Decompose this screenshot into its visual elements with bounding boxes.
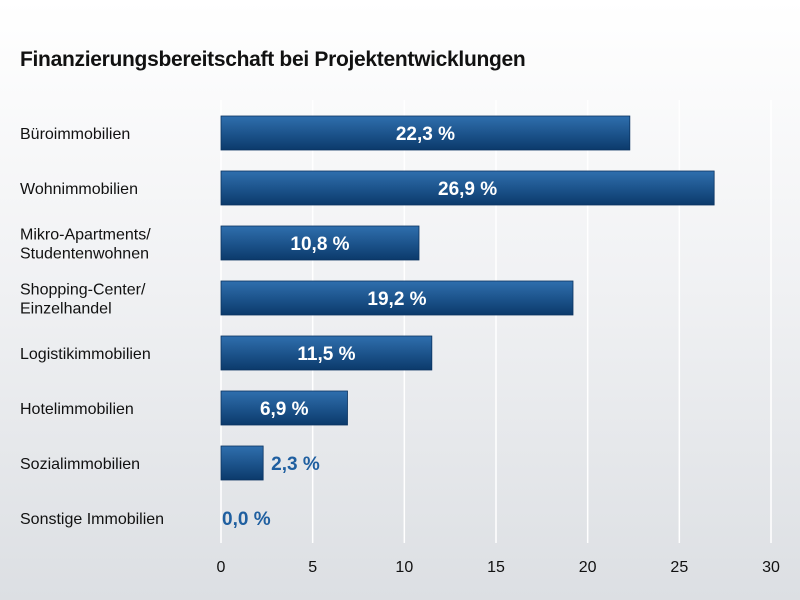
data-label: 0,0 % xyxy=(222,509,271,530)
bar xyxy=(220,280,574,316)
bar xyxy=(220,170,715,206)
data-label: 19,2 % xyxy=(367,289,426,310)
data-label: 22,3 % xyxy=(396,124,455,145)
data-label: 10,8 % xyxy=(290,234,349,255)
chart-title: Finanzierungsbereitschaft bei Projektent… xyxy=(20,48,526,71)
category-label: Wohnimmobilien xyxy=(20,181,138,198)
data-label: 26,9 % xyxy=(438,179,497,200)
x-tick-label: 5 xyxy=(308,559,317,576)
category-label: Sozialimmobilien xyxy=(20,456,140,473)
data-label: 2,3 % xyxy=(271,454,320,475)
category-label: Mikro-Apartments/Studentenwohnen xyxy=(20,227,151,263)
bar xyxy=(220,390,348,426)
data-label: 11,5 % xyxy=(297,344,355,365)
category-label: Büroimmobilien xyxy=(20,126,130,143)
category-label: Shopping-Center/Einzelhandel xyxy=(20,282,146,318)
category-label: Hotelimmobilien xyxy=(20,401,134,418)
data-label: 6,9 % xyxy=(260,399,309,420)
x-tick-label: 15 xyxy=(487,559,505,576)
x-tick-label: 10 xyxy=(395,559,413,576)
x-tick-label: 0 xyxy=(217,559,226,576)
x-tick-label: 25 xyxy=(670,559,688,576)
category-label: Logistikimmobilien xyxy=(20,346,151,363)
bar xyxy=(220,445,264,481)
bar xyxy=(220,115,631,151)
bar xyxy=(220,335,433,371)
x-tick-label: 30 xyxy=(762,559,780,576)
category-label: Sonstige Immobilien xyxy=(20,511,164,528)
x-tick-label: 20 xyxy=(579,559,597,576)
bar xyxy=(220,225,420,261)
